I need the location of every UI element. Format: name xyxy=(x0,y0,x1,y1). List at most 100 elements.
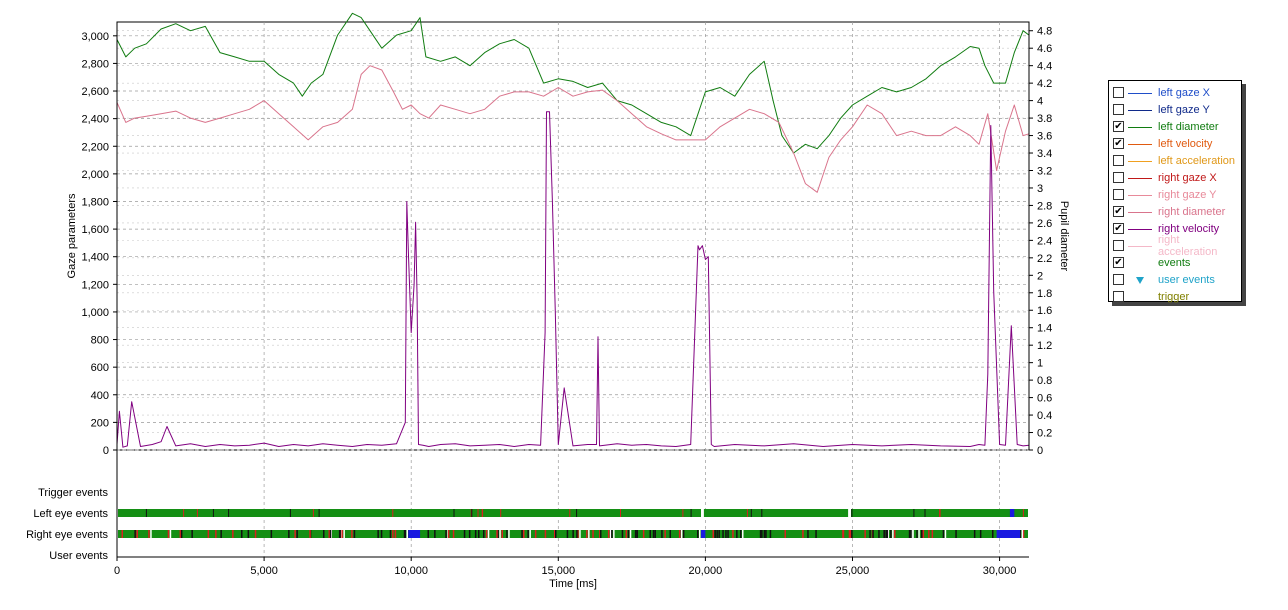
legend-item-right-gaze-Y[interactable]: right gaze Y xyxy=(1113,186,1237,203)
y-left-tick-label-5: 1,000 xyxy=(81,307,109,319)
event-mark xyxy=(477,509,479,517)
event-gap xyxy=(579,530,581,538)
event-mark xyxy=(328,530,330,538)
event-mark xyxy=(351,530,353,538)
event-mark xyxy=(554,530,556,538)
y-left-tick-label-4: 800 xyxy=(91,335,109,347)
checkbox-checked-icon[interactable]: ✔ xyxy=(1113,138,1124,149)
checkbox-checked-icon[interactable]: ✔ xyxy=(1113,121,1124,132)
legend-item-right-diameter[interactable]: ✔ right diameter xyxy=(1113,203,1237,220)
legend-item-right-gaze-X[interactable]: right gaze X xyxy=(1113,169,1237,186)
y-left-tick-label-9: 1,800 xyxy=(81,196,109,208)
event-mark xyxy=(500,509,502,517)
x-tick-label-5: 25,000 xyxy=(836,565,870,577)
checkbox-unchecked-icon[interactable] xyxy=(1113,87,1124,98)
event-mark xyxy=(576,530,578,538)
legend-item-left-gaze-X[interactable]: left gaze X xyxy=(1113,84,1237,101)
legend-item-trigger[interactable]: trigger xyxy=(1113,288,1237,305)
event-track-labels: Trigger events Left eye events Right eye e… xyxy=(26,487,108,562)
legend-item-right-velocity[interactable]: ✔ right velocity xyxy=(1113,220,1237,237)
y-left-tick-label-14: 2,800 xyxy=(81,58,109,70)
legend-item-events[interactable]: ✔ events xyxy=(1113,254,1237,271)
legend-item-left-diameter[interactable]: ✔ left diameter xyxy=(1113,118,1237,135)
event-mark xyxy=(544,530,547,538)
legend-swatch xyxy=(1128,156,1152,166)
event-mark xyxy=(759,530,762,538)
event-mark xyxy=(445,530,447,538)
checkbox-checked-icon[interactable]: ✔ xyxy=(1113,206,1124,217)
legend-item-user-events[interactable]: user events xyxy=(1113,271,1237,288)
event-mark xyxy=(620,509,621,517)
checkbox-unchecked-icon[interactable] xyxy=(1113,274,1124,285)
line-swatch-icon xyxy=(1128,143,1152,145)
checkbox-unchecked-icon[interactable] xyxy=(1113,104,1124,115)
x-tick-label-4: 20,000 xyxy=(689,565,723,577)
checkbox-unchecked-icon[interactable] xyxy=(1113,172,1124,183)
event-mark xyxy=(478,530,480,538)
event-gap xyxy=(887,530,889,538)
x-tick-label-6: 30,000 xyxy=(983,565,1017,577)
event-mark xyxy=(497,530,499,538)
y-left-tick-label-2: 400 xyxy=(91,390,109,402)
legend-label: left gaze X xyxy=(1158,86,1210,99)
checkbox-unchecked-icon[interactable] xyxy=(1113,155,1124,166)
series-line-2 xyxy=(116,111,1030,448)
checkbox-unchecked-icon[interactable] xyxy=(1113,291,1124,302)
event-mark xyxy=(607,530,610,538)
y-right-tick-label-22: 4.4 xyxy=(1037,61,1052,73)
x-tick-label-0: 0 xyxy=(114,565,120,577)
event-mark xyxy=(289,509,291,517)
y-left-tick-label-7: 1,400 xyxy=(81,252,109,264)
event-mark xyxy=(179,530,182,538)
event-mark xyxy=(555,530,557,538)
legend-item-left-acceleration[interactable]: left acceleration xyxy=(1113,152,1237,169)
event-mark xyxy=(992,530,994,538)
line-swatch-icon xyxy=(1128,160,1152,162)
legend-item-left-velocity[interactable]: ✔ left velocity xyxy=(1113,135,1237,152)
checkbox-unchecked-icon[interactable] xyxy=(1113,189,1124,200)
event-mark xyxy=(924,509,926,517)
legend-item-right-acceleration[interactable]: right acceleration xyxy=(1113,234,1237,258)
y-left-tick-label-1: 200 xyxy=(91,417,109,429)
triangle-down-icon xyxy=(1136,276,1144,284)
event-mark xyxy=(136,530,138,538)
legend-label: left acceleration xyxy=(1158,154,1236,167)
event-mark xyxy=(678,530,681,538)
event-mark xyxy=(922,530,925,538)
event-mark xyxy=(403,530,406,538)
legend-item-left-gaze-Y[interactable]: left gaze Y xyxy=(1113,101,1237,118)
event-mark xyxy=(714,530,716,538)
event-mark xyxy=(121,530,123,538)
event-mark xyxy=(1009,509,1015,517)
event-mark xyxy=(928,530,930,538)
event-mark xyxy=(654,530,656,538)
checkbox-unchecked-icon[interactable] xyxy=(1113,240,1124,251)
y-right-tick-label-21: 4.2 xyxy=(1037,78,1052,90)
x-tick-label-1: 5,000 xyxy=(250,565,278,577)
event-mark xyxy=(353,530,356,538)
event-mark xyxy=(634,530,637,538)
event-mark xyxy=(621,530,624,538)
event-mark xyxy=(482,509,484,517)
line-swatch-icon xyxy=(1128,194,1152,196)
event-mark xyxy=(408,530,421,538)
checkbox-checked-icon[interactable]: ✔ xyxy=(1113,257,1124,268)
event-mark xyxy=(592,530,594,538)
y-right-tick-label-5: 1 xyxy=(1037,358,1043,370)
event-mark xyxy=(380,530,383,538)
y-right-tick-label-12: 2.4 xyxy=(1037,235,1052,247)
event-mark xyxy=(377,530,379,538)
legend-swatch xyxy=(1128,105,1152,115)
event-mark xyxy=(167,530,170,538)
event-mark xyxy=(392,509,394,517)
series-layer xyxy=(116,12,1030,448)
checkbox-checked-icon[interactable]: ✔ xyxy=(1113,223,1124,234)
event-mark xyxy=(215,530,217,538)
event-mark xyxy=(815,530,817,538)
y-left-tick-label-3: 600 xyxy=(91,362,109,374)
event-mark xyxy=(664,530,666,538)
line-swatch-icon xyxy=(1128,228,1152,230)
event-gap xyxy=(892,530,894,538)
event-mark xyxy=(586,530,588,538)
event-mark xyxy=(220,530,222,538)
